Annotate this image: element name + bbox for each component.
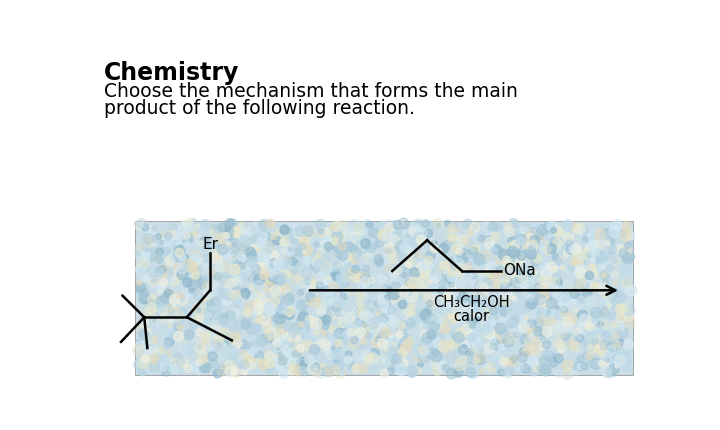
Text: product of the following reaction.: product of the following reaction. bbox=[104, 99, 415, 118]
Text: calor: calor bbox=[454, 309, 490, 324]
Text: Chemistry: Chemistry bbox=[104, 61, 239, 85]
Bar bbox=[135, 221, 632, 375]
Text: CH₃CH₂OH: CH₃CH₂OH bbox=[433, 295, 510, 310]
Text: Er: Er bbox=[202, 237, 218, 252]
Text: ONa: ONa bbox=[503, 263, 536, 278]
Text: Choose the mechanism that forms the main: Choose the mechanism that forms the main bbox=[104, 83, 518, 101]
